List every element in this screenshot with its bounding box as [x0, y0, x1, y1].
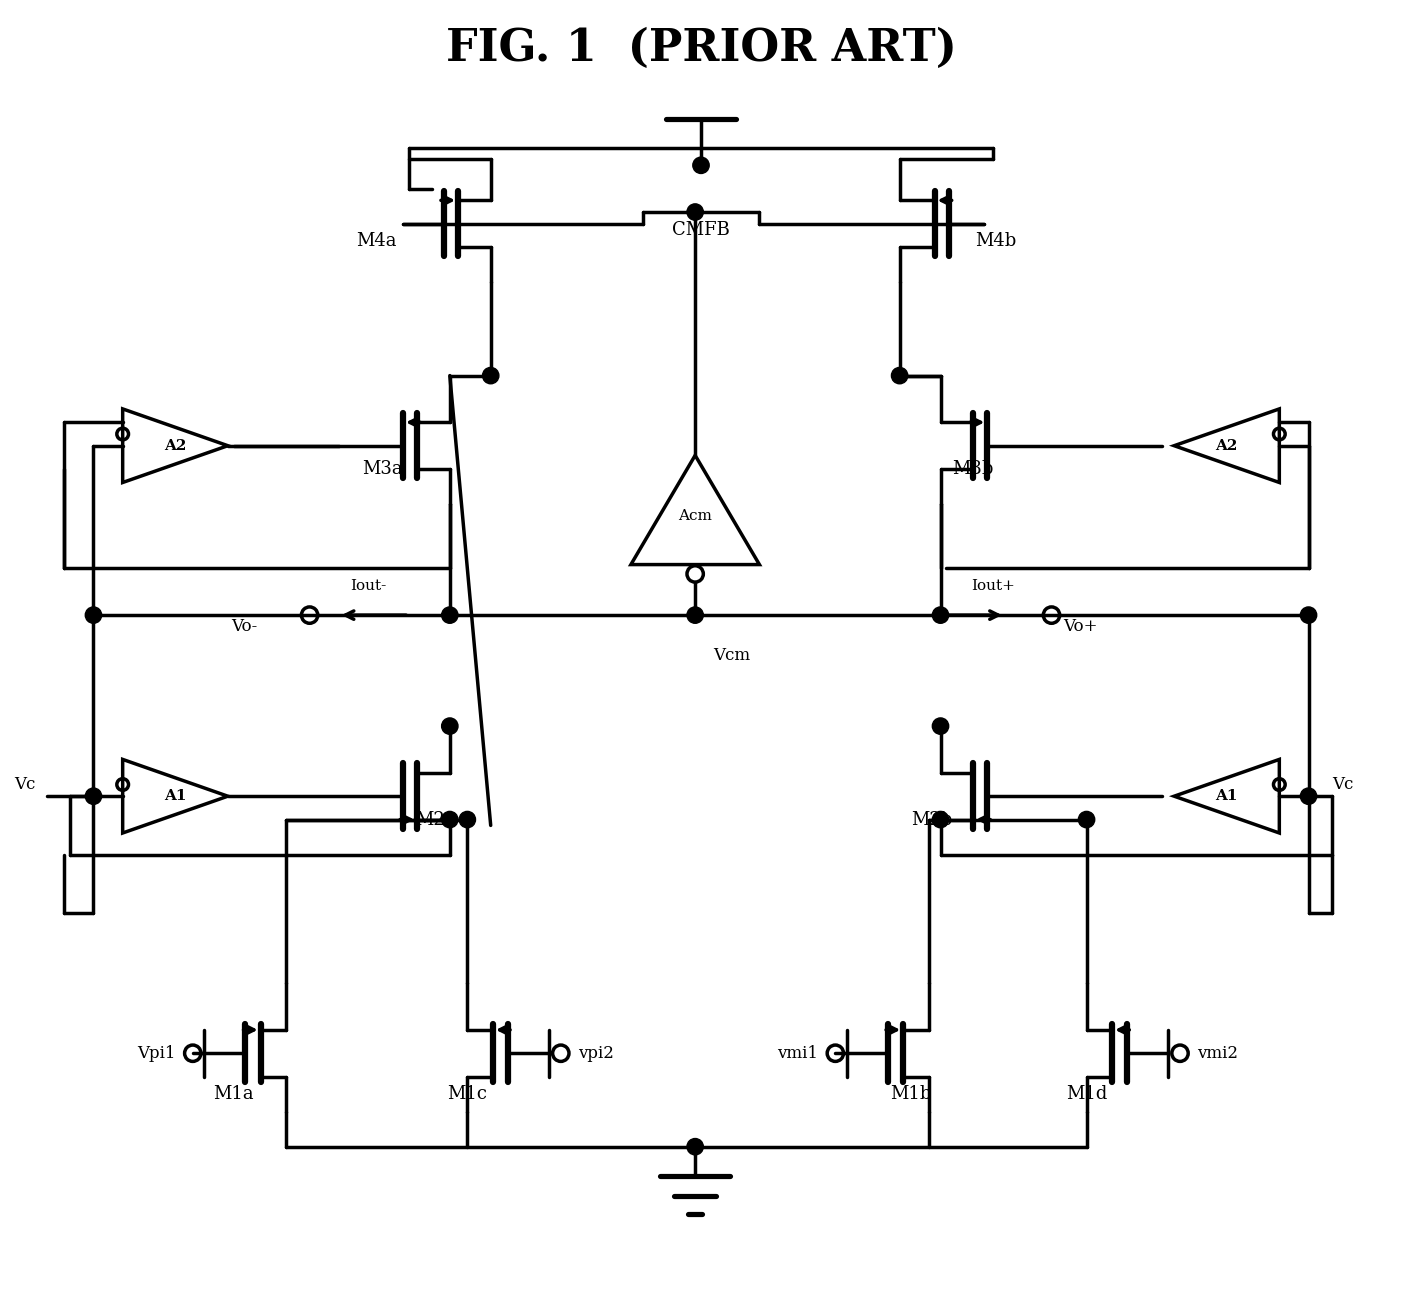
- Text: Iout+: Iout+: [972, 579, 1015, 593]
- Circle shape: [687, 203, 704, 220]
- Text: M2b: M2b: [911, 811, 952, 829]
- Circle shape: [932, 811, 949, 828]
- Text: A2: A2: [1216, 438, 1238, 453]
- Text: M1a: M1a: [213, 1085, 254, 1103]
- Text: Vc: Vc: [1332, 775, 1353, 792]
- Text: M3a: M3a: [362, 461, 402, 478]
- Circle shape: [1301, 607, 1316, 623]
- Circle shape: [86, 607, 102, 623]
- Circle shape: [687, 607, 704, 623]
- Text: M1d: M1d: [1066, 1085, 1108, 1103]
- Circle shape: [458, 811, 475, 828]
- Text: Vo-: Vo-: [231, 618, 257, 635]
- Circle shape: [687, 1139, 704, 1155]
- Text: Vo+: Vo+: [1063, 618, 1098, 635]
- Text: Vcm: Vcm: [712, 648, 750, 664]
- Circle shape: [932, 607, 949, 623]
- Text: vmi1: vmi1: [777, 1044, 817, 1061]
- Text: M1c: M1c: [447, 1085, 488, 1103]
- Circle shape: [86, 789, 102, 804]
- Text: A1: A1: [1216, 790, 1238, 803]
- Circle shape: [442, 718, 458, 735]
- Text: M3b: M3b: [952, 461, 994, 478]
- Text: vpi2: vpi2: [578, 1044, 614, 1061]
- Text: CMFB: CMFB: [672, 220, 730, 239]
- Circle shape: [932, 718, 949, 735]
- Circle shape: [1078, 811, 1095, 828]
- Text: M2a: M2a: [415, 811, 456, 829]
- Text: A1: A1: [164, 790, 186, 803]
- Text: M4a: M4a: [356, 232, 397, 251]
- Circle shape: [442, 607, 458, 623]
- Text: vmi2: vmi2: [1197, 1044, 1238, 1061]
- Circle shape: [1301, 789, 1316, 804]
- Text: Vc: Vc: [14, 775, 35, 792]
- Circle shape: [693, 157, 709, 173]
- Text: M1b: M1b: [890, 1085, 932, 1103]
- Text: Iout-: Iout-: [350, 579, 386, 593]
- Circle shape: [482, 367, 499, 384]
- Circle shape: [892, 367, 908, 384]
- Text: Acm: Acm: [679, 509, 712, 522]
- Text: A2: A2: [164, 438, 186, 453]
- Circle shape: [442, 811, 458, 828]
- Text: Vpi1: Vpi1: [137, 1044, 175, 1061]
- Text: FIG. 1  (PRIOR ART): FIG. 1 (PRIOR ART): [446, 28, 956, 70]
- Text: M4b: M4b: [976, 232, 1016, 251]
